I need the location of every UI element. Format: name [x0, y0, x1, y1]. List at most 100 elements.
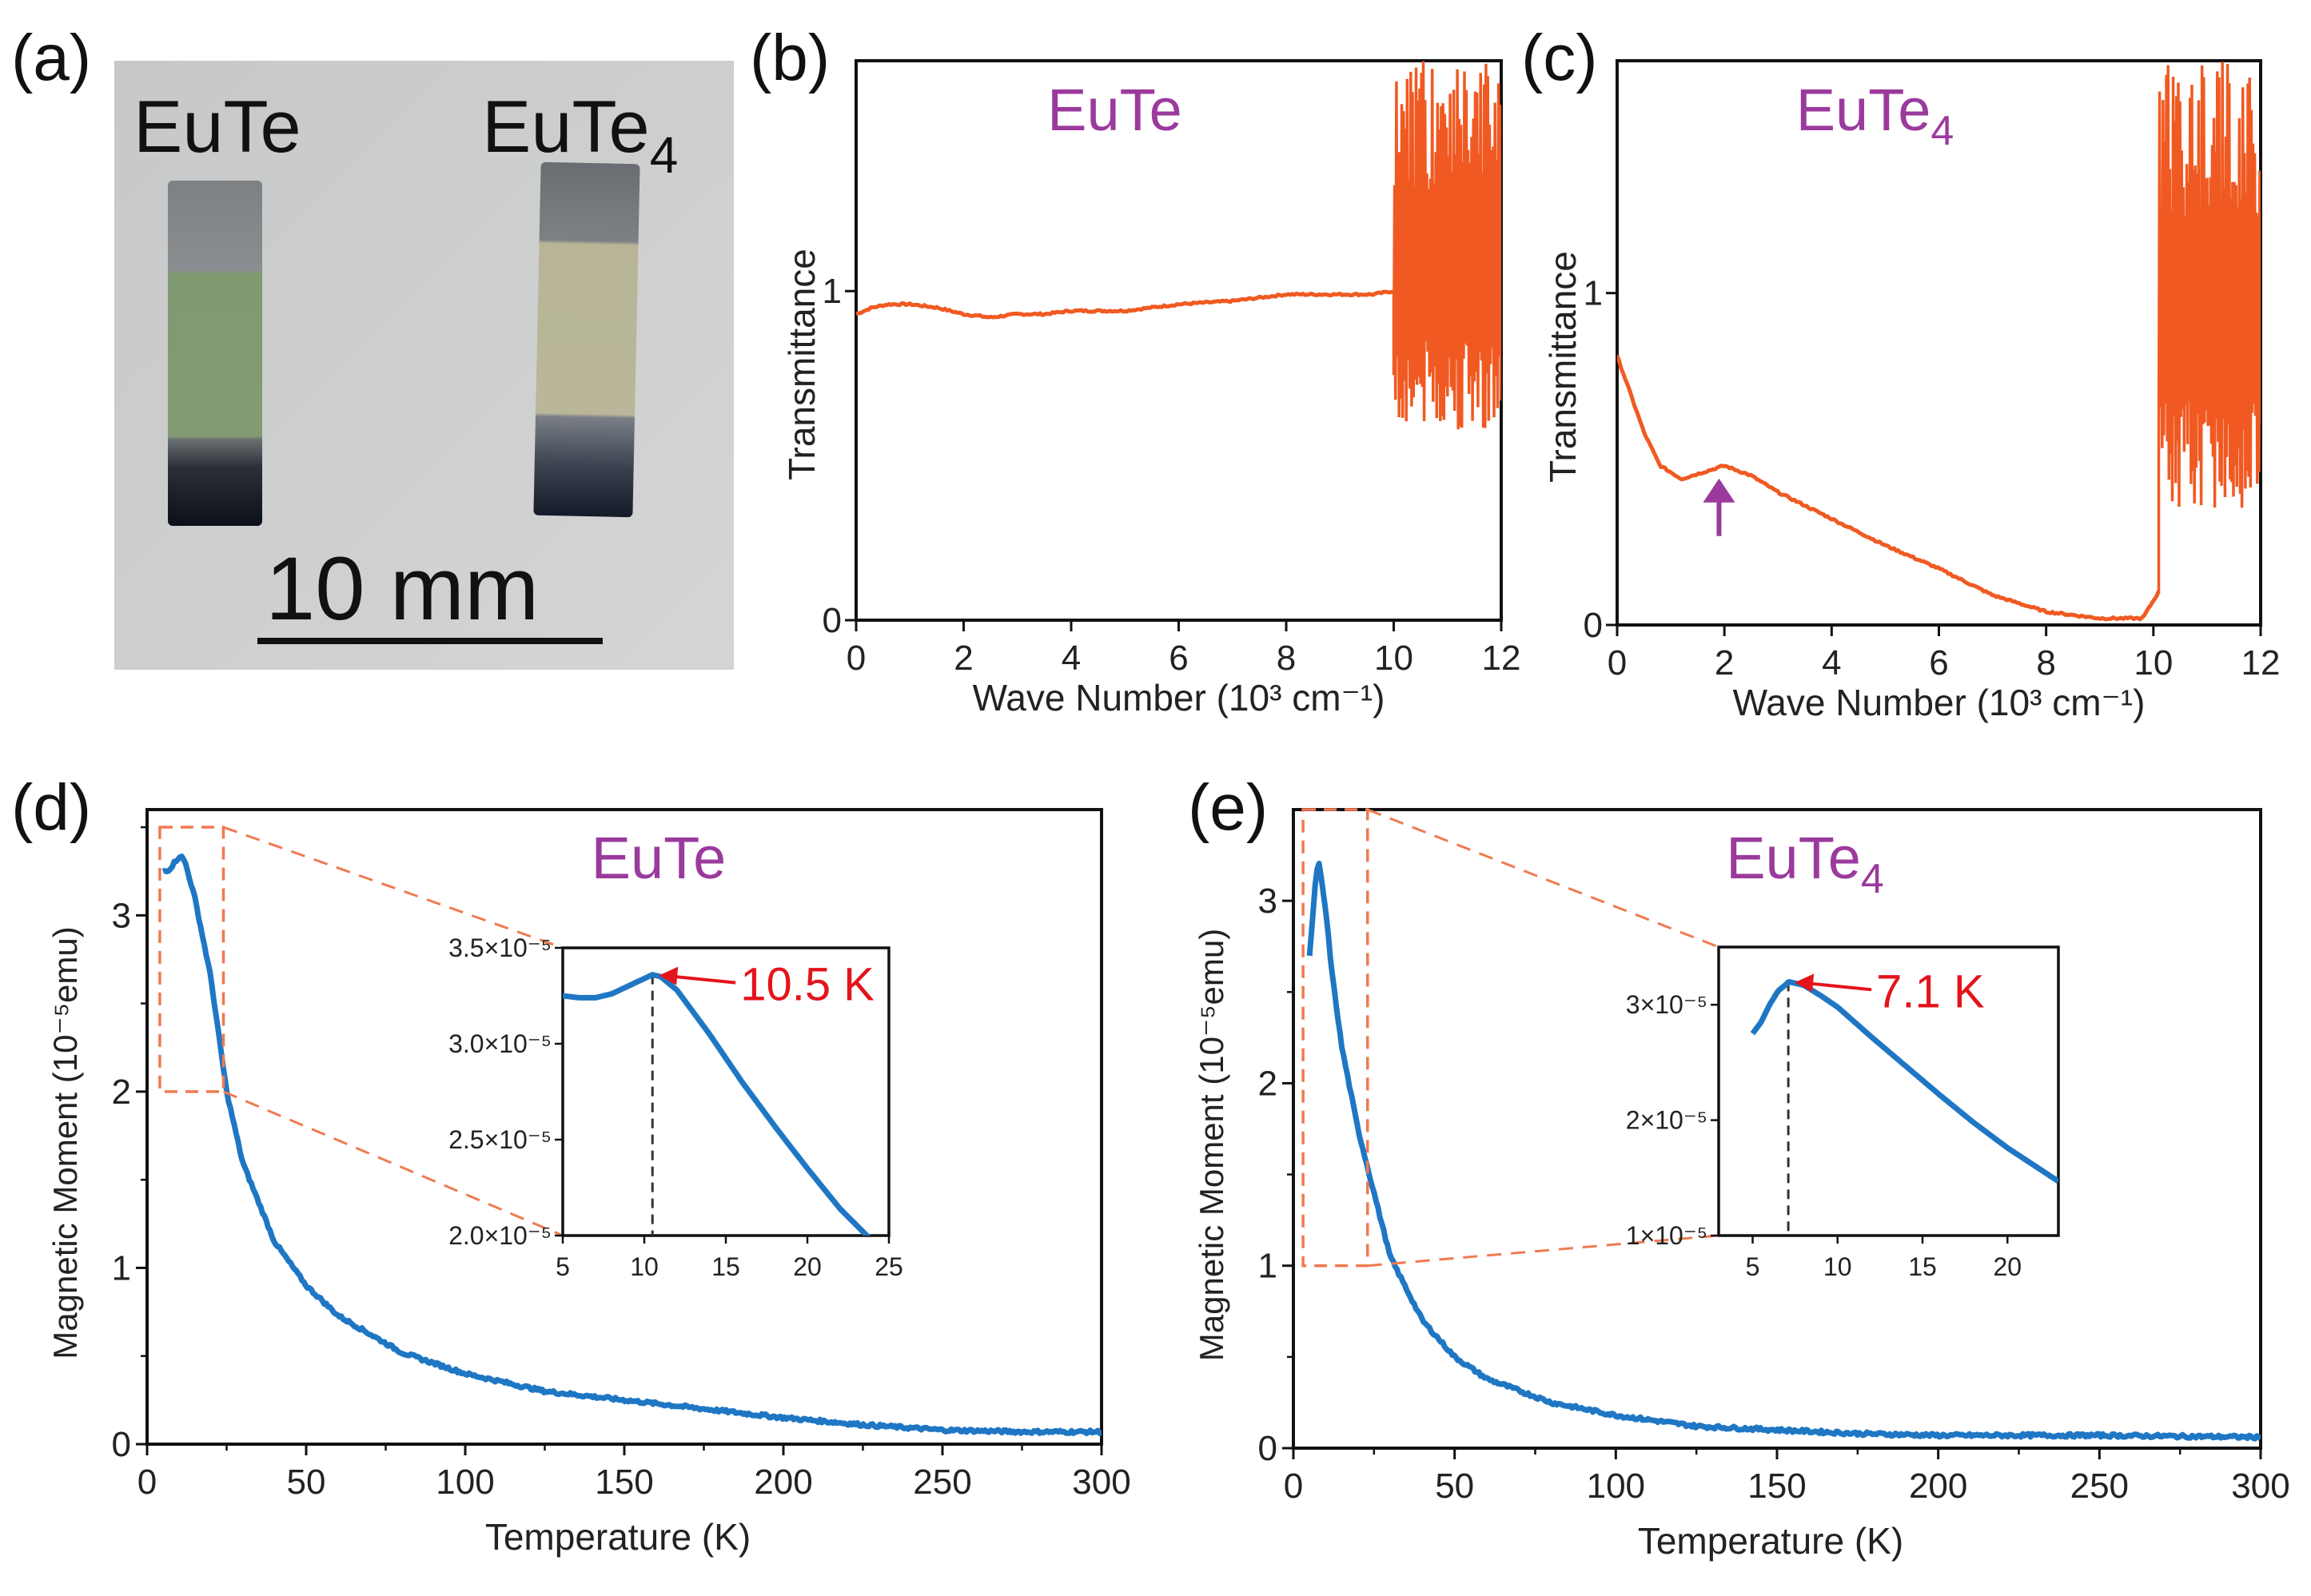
chart-c-xtick-label-2: 4	[1822, 643, 1841, 683]
chart-d: 0 1 2 3 0 50 100 150 200 250 300 Temperature (K) Mag…	[46, 808, 1131, 1558]
chart-b-xtick-label-6: 12	[1482, 639, 1521, 678]
chart-e-zoom-box	[1301, 808, 1369, 1268]
chart-c-series-line	[1617, 354, 2161, 622]
chart-d-title: EuTe	[592, 825, 727, 891]
chart-d-ytick-label-1: 1	[112, 1248, 131, 1288]
chart-e-inset: 5 10 15 20 1×10⁻⁵ 2×10⁻⁵ 3×10⁻⁵ 7.1 K	[1626, 945, 2060, 1281]
chart-e-plot-area	[1306, 861, 2261, 1442]
panel-a-label: (a)	[11, 22, 91, 94]
chart-d-inset-plot-area	[563, 972, 871, 1236]
chart-e-inset-xtick-label-0: 5	[1746, 1252, 1760, 1281]
chart-d-inset: 5 10 15 20 25 2.0×10⁻⁵ 2.5×10⁻⁵ 3.0×10⁻⁵ 3.5×10⁻…	[448, 933, 903, 1281]
chart-b-title: EuTe	[1047, 77, 1182, 143]
chart-e-title: EuTe4	[1726, 825, 1884, 902]
chart-e-xtick-label-4: 200	[1909, 1467, 1967, 1506]
chart-e-zoom-connector-bottom	[1367, 1234, 1719, 1268]
chart-b-ytick-label-0: 0	[823, 601, 842, 640]
chart-e-ytick-label-3: 3	[1258, 882, 1277, 921]
chart-e: 0 1 2 3 0 50 100 150 200 250 300 Temperature (K) Mag…	[1193, 808, 2290, 1562]
chart-c-title: EuTe4	[1796, 77, 1954, 154]
chart-e-xlabel: Temperature (K)	[1638, 1520, 1903, 1562]
chart-d-xtick-label-5: 250	[913, 1463, 971, 1502]
panel-b-label: (b)	[750, 22, 830, 94]
chart-b-xtick-label-2: 4	[1062, 639, 1081, 678]
chart-c-plot-area	[1617, 62, 2261, 622]
chart-b-xlabel: Wave Number (10³ cm⁻¹)	[973, 677, 1385, 718]
chart-e-inset-ytick-label-1: 2×10⁻⁵	[1626, 1106, 1707, 1135]
chart-c-xtick-label-0: 0	[1608, 643, 1627, 683]
chart-e-inset-xtick-label-1: 10	[1823, 1252, 1852, 1281]
chart-b-plot-area	[856, 61, 1501, 430]
chart-e-inset-ytick-label-2: 3×10⁻⁵	[1626, 990, 1707, 1019]
chart-d-xlabel: Temperature (K)	[485, 1516, 751, 1558]
chart-b-ylabel: Transmittance	[781, 249, 823, 480]
chart-e-inset-annotation-arrowhead	[1795, 973, 1815, 993]
chart-c-noise-region	[2157, 62, 2261, 592]
chart-b-xtick-label-0: 0	[847, 639, 866, 678]
chart-c-xtick-label-5: 10	[2134, 643, 2173, 683]
scale-bar-label: 10 mm	[265, 539, 539, 639]
chart-d-xtick-label-0: 0	[137, 1463, 157, 1502]
chart-e-ytick-label-0: 0	[1258, 1429, 1277, 1468]
chart-c-xtick-label-6: 12	[2241, 643, 2281, 683]
chart-e-xtick-label-6: 300	[2231, 1467, 2289, 1506]
chart-d-inset-series-line	[563, 972, 871, 1236]
panel-c-label: (c)	[1521, 22, 1598, 94]
chart-c-xtick-label-1: 2	[1715, 643, 1734, 683]
panel-d: (d) 0 1 2 3 0 50 100 150 200 250 300 Temperature (K…	[11, 771, 1131, 1558]
chart-e-inset-annotation-arrow	[1807, 981, 1872, 992]
eute-film-strip	[168, 181, 262, 526]
chart-d-inset-xtick-label-3: 20	[793, 1252, 822, 1281]
chart-d-inset-annotation-arrowhead	[659, 966, 679, 985]
chart-d-inset-xtick-label-1: 10	[630, 1252, 659, 1281]
chart-c-xtick-label-3: 6	[1929, 643, 1948, 683]
chart-d-xtick-label-4: 200	[754, 1463, 812, 1502]
chart-d-inset-xtick-label-4: 25	[875, 1252, 903, 1281]
chart-d-xtick-label-3: 150	[595, 1463, 653, 1502]
chart-c-ytick-label-0: 0	[1584, 606, 1603, 645]
panel-e-label: (e)	[1188, 771, 1268, 844]
chart-d-zoom-connector-bottom	[222, 1090, 564, 1237]
chart-e-inset-frame	[1717, 945, 2060, 1237]
chart-b-xtick-label-1: 2	[954, 639, 973, 678]
chart-e-xtick-label-5: 250	[2070, 1467, 2129, 1506]
chart-d-series-line	[161, 854, 1102, 1436]
chart-b-xtick-label-4: 8	[1277, 639, 1296, 678]
chart-d-inset-xtick-label-0: 5	[556, 1252, 570, 1281]
chart-d-xtick-label-6: 300	[1072, 1463, 1130, 1502]
chart-d-ytick-label-2: 2	[112, 1073, 131, 1112]
chart-d-xtick-label-2: 100	[436, 1463, 494, 1502]
panel-a: (a) EuTe EuTe4 10 mm	[11, 22, 734, 670]
chart-d-zoom-connector-top	[223, 826, 564, 949]
sample-label-eute4: EuTe4	[482, 86, 678, 184]
chart-d-inset-ytick-label-2: 3.0×10⁻⁵	[448, 1029, 552, 1058]
chart-d-inset-annotation: 10.5 K	[740, 959, 875, 1011]
chart-e-inset-xtick-label-2: 15	[1908, 1252, 1937, 1281]
chart-d-plot-area	[161, 854, 1102, 1436]
panel-d-label: (d)	[11, 771, 91, 844]
chart-e-xtick-label-0: 0	[1284, 1467, 1303, 1506]
chart-e-xtick-label-2: 100	[1587, 1467, 1645, 1506]
chart-d-inset-ytick-label-0: 2.0×10⁻⁵	[448, 1221, 552, 1250]
chart-d-inset-ytick-label-1: 2.5×10⁻⁵	[448, 1125, 552, 1154]
chart-c-ylabel: Transmittance	[1542, 251, 1584, 483]
chart-e-zoom-connector-top	[1367, 808, 1719, 949]
chart-b-xtick-label-5: 10	[1374, 639, 1413, 678]
chart-c-xlabel: Wave Number (10³ cm⁻¹)	[1733, 682, 2146, 723]
chart-e-series-line	[1306, 861, 2261, 1442]
chart-e-ytick-label-2: 2	[1258, 1064, 1277, 1103]
peak-arrow-head	[1703, 478, 1735, 503]
panel-e: (e) 0 1 2 3 0 50 100 150 200 250 300 Temperature (K…	[1188, 771, 2290, 1562]
chart-e-xtick-label-3: 150	[1747, 1467, 1806, 1506]
chart-d-ytick-label-3: 3	[112, 896, 131, 935]
chart-e-inset-xtick-label-3: 20	[1993, 1252, 2022, 1281]
chart-c-xtick-label-4: 8	[2036, 643, 2055, 683]
sample-label-eute: EuTe	[133, 86, 301, 168]
chart-b-noise-region	[1392, 61, 1501, 430]
chart-d-zoom-box	[158, 826, 225, 1093]
chart-c-ytick-label-1: 1	[1584, 274, 1603, 313]
